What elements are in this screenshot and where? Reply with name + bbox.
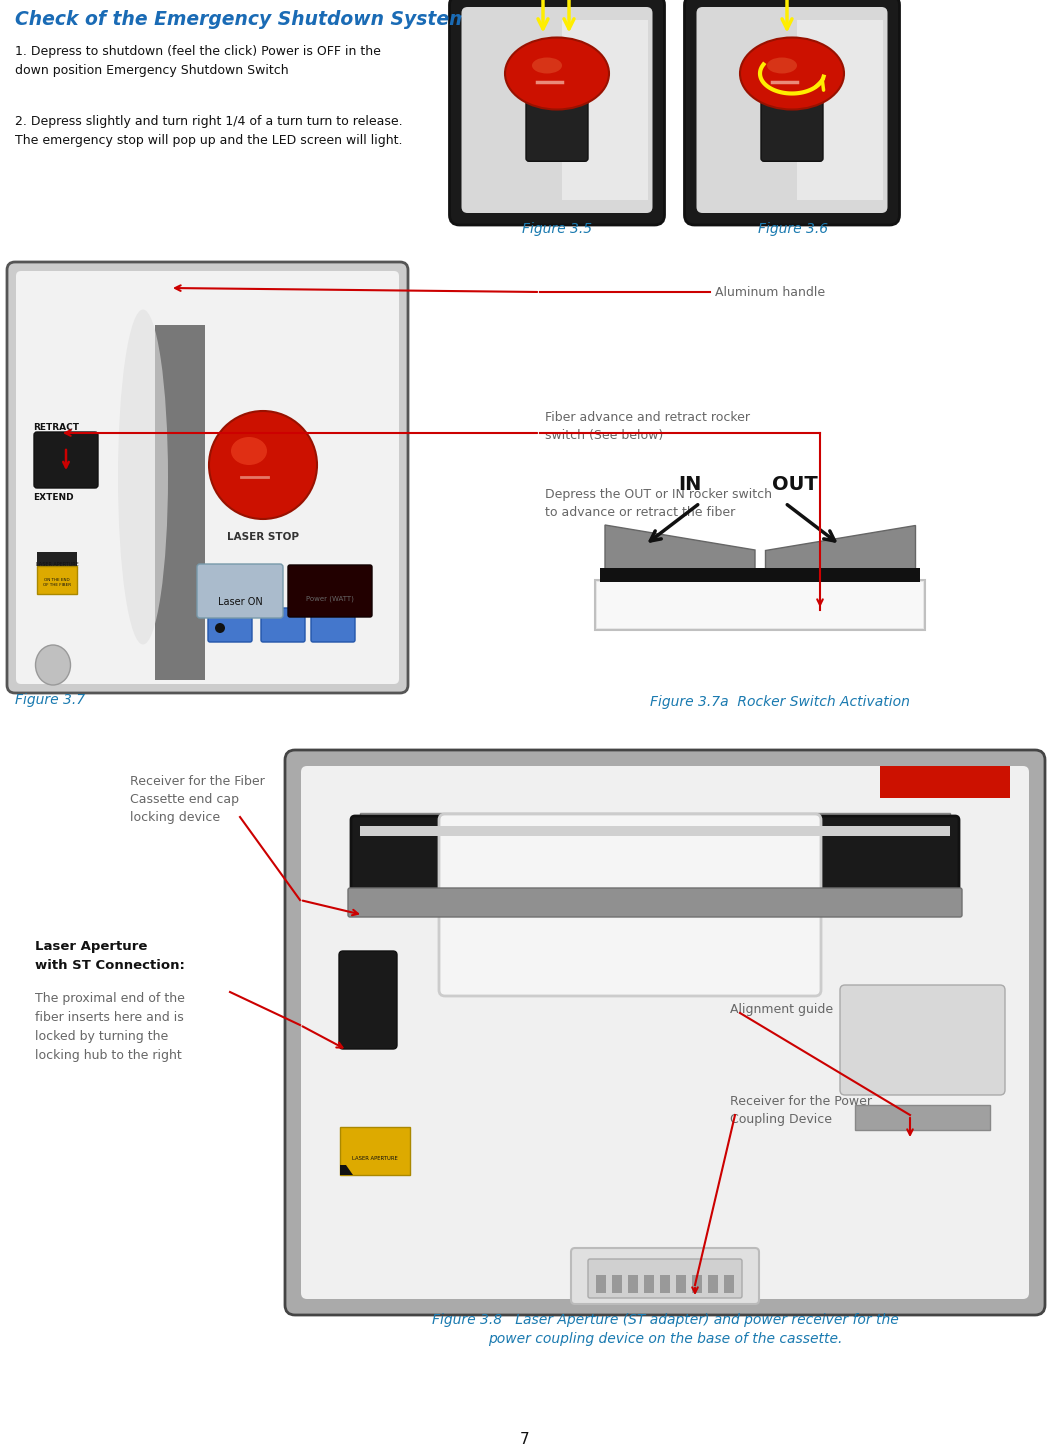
Text: Depress the OUT or IN rocker switch
to advance or retract the fiber: Depress the OUT or IN rocker switch to a…	[545, 488, 772, 519]
Text: 1. Depress to shutdown (feel the click) Power is OFF in the
down position Emerge: 1. Depress to shutdown (feel the click) …	[15, 45, 381, 77]
Bar	[676, 1274, 686, 1293]
Text: ON THE END
OF THE FIBER: ON THE END OF THE FIBER	[43, 578, 71, 587]
FancyBboxPatch shape	[208, 608, 252, 642]
Bar	[340, 1127, 410, 1175]
Bar	[644, 1274, 654, 1293]
FancyBboxPatch shape	[685, 0, 900, 225]
FancyBboxPatch shape	[339, 951, 397, 1049]
Ellipse shape	[231, 436, 267, 465]
Bar	[596, 1274, 606, 1293]
Polygon shape	[340, 1165, 353, 1175]
Text: 7: 7	[520, 1432, 530, 1445]
Text: LASER APERTURE: LASER APERTURE	[352, 1156, 398, 1160]
FancyBboxPatch shape	[301, 766, 1029, 1299]
Text: Figure 3.8   Laser Aperture (ST adapter) and power receiver for the
power coupli: Figure 3.8 Laser Aperture (ST adapter) a…	[432, 1314, 899, 1347]
FancyBboxPatch shape	[311, 608, 355, 642]
Text: Laser Aperture
with ST Connection:: Laser Aperture with ST Connection:	[35, 941, 185, 972]
Text: Aluminum handle: Aluminum handle	[715, 286, 825, 299]
FancyBboxPatch shape	[840, 985, 1005, 1095]
FancyBboxPatch shape	[439, 814, 821, 996]
Text: Figure 3.7: Figure 3.7	[15, 694, 85, 707]
Text: Dove tail
Alignment guide: Dove tail Alignment guide	[730, 985, 833, 1016]
Bar	[37, 552, 77, 579]
Bar	[562, 20, 648, 199]
Polygon shape	[37, 566, 77, 594]
Polygon shape	[765, 525, 915, 569]
Text: EXTEND: EXTEND	[33, 493, 74, 501]
Bar	[360, 827, 950, 837]
Text: Laser ON: Laser ON	[217, 597, 262, 607]
Ellipse shape	[36, 644, 70, 685]
Text: Receiver for the Fiber
Cassette end cap
locking device: Receiver for the Fiber Cassette end cap …	[130, 775, 265, 824]
Text: Figure 3.7a  Rocker Switch Activation: Figure 3.7a Rocker Switch Activation	[650, 695, 910, 709]
Bar	[855, 1105, 990, 1130]
Text: Figure 3.6: Figure 3.6	[758, 223, 828, 236]
Bar	[597, 582, 923, 629]
FancyBboxPatch shape	[696, 7, 887, 212]
Text: Check of the Emergency Shutdown System: Check of the Emergency Shutdown System	[15, 10, 468, 29]
Text: 2. Depress slightly and turn right 1/4 of a turn turn to release.
The emergency : 2. Depress slightly and turn right 1/4 o…	[15, 116, 402, 147]
FancyBboxPatch shape	[285, 750, 1045, 1315]
FancyBboxPatch shape	[7, 262, 408, 694]
Text: Fiber advance and retract rocker
switch (See below): Fiber advance and retract rocker switch …	[545, 410, 750, 442]
Bar	[692, 1274, 702, 1293]
Text: Power (WATT): Power (WATT)	[306, 595, 354, 601]
Ellipse shape	[532, 58, 562, 74]
FancyBboxPatch shape	[34, 432, 98, 488]
Text: LASER APERTURE: LASER APERTURE	[36, 562, 79, 566]
FancyBboxPatch shape	[526, 75, 588, 162]
Text: Figure 3.5: Figure 3.5	[522, 223, 592, 236]
Ellipse shape	[505, 38, 609, 110]
Text: LASER STOP: LASER STOP	[227, 532, 299, 542]
Text: OUT: OUT	[772, 475, 818, 494]
Ellipse shape	[766, 58, 797, 74]
Bar	[600, 568, 920, 590]
FancyBboxPatch shape	[761, 75, 823, 162]
FancyBboxPatch shape	[261, 608, 304, 642]
Ellipse shape	[740, 38, 844, 110]
Bar	[724, 1274, 734, 1293]
Bar	[797, 20, 882, 199]
FancyBboxPatch shape	[449, 0, 665, 225]
Ellipse shape	[118, 309, 168, 644]
FancyBboxPatch shape	[571, 1248, 759, 1303]
Ellipse shape	[209, 410, 317, 519]
FancyBboxPatch shape	[16, 272, 399, 683]
Ellipse shape	[215, 623, 225, 633]
Text: IN: IN	[678, 475, 701, 494]
Text: The proximal end of the
fiber inserts here and is
locked by turning the
locking : The proximal end of the fiber inserts he…	[35, 993, 185, 1062]
FancyBboxPatch shape	[197, 564, 284, 618]
Bar	[708, 1274, 718, 1293]
Text: RETRACT: RETRACT	[33, 423, 79, 432]
FancyBboxPatch shape	[588, 1259, 742, 1298]
Bar	[628, 1274, 638, 1293]
Bar	[155, 325, 205, 681]
Text: Receiver for the Power
Coupling Device: Receiver for the Power Coupling Device	[730, 1095, 872, 1126]
Bar	[880, 766, 1010, 798]
Bar	[660, 1274, 670, 1293]
FancyBboxPatch shape	[462, 7, 652, 212]
FancyBboxPatch shape	[288, 565, 372, 617]
FancyBboxPatch shape	[348, 889, 962, 918]
Polygon shape	[605, 525, 755, 569]
Bar	[595, 579, 925, 630]
Bar	[612, 1274, 622, 1293]
Bar	[360, 814, 950, 835]
FancyBboxPatch shape	[351, 816, 959, 894]
